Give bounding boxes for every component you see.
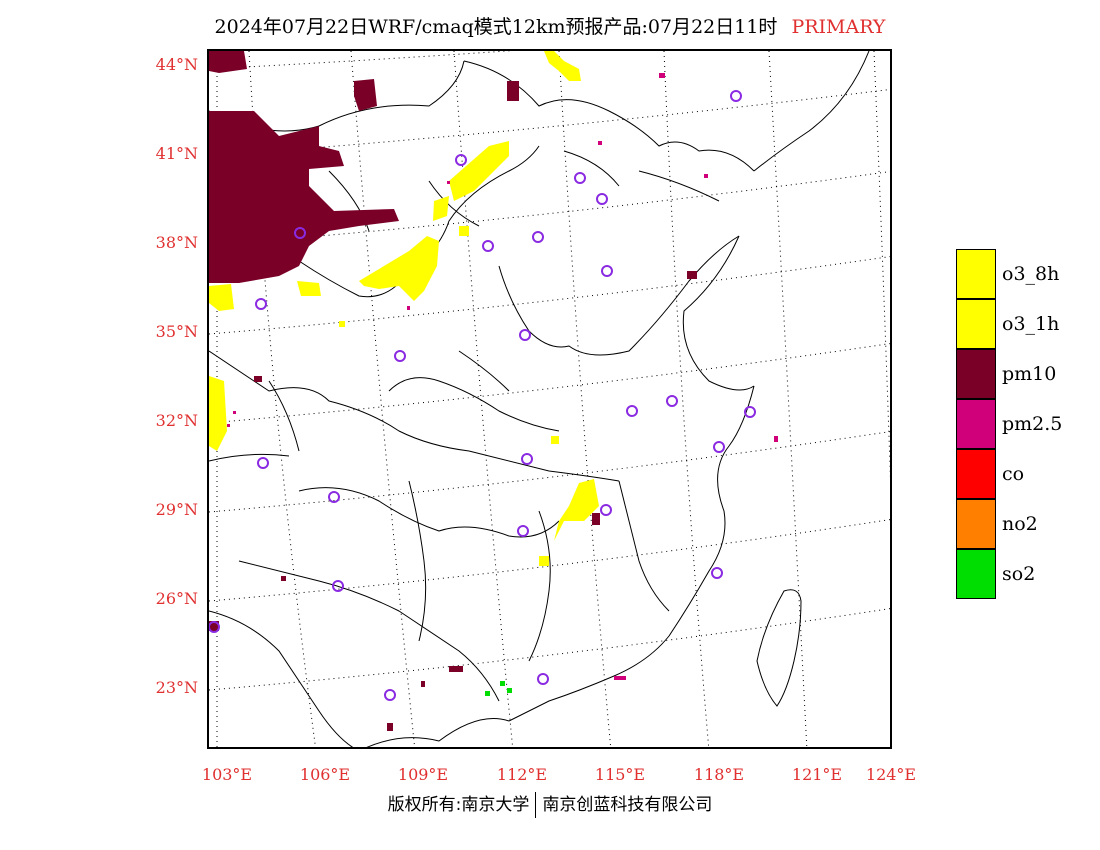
lon-label-115: 115°E <box>594 765 646 784</box>
taiwan-outline <box>756 589 802 707</box>
legend-item-so2: so2 <box>956 549 1096 599</box>
legend-swatch-o3-8h <box>956 249 996 299</box>
title-text: 2024年07月22日WRF/cmaq模式12km预报产品:07月22日11时 <box>214 16 778 38</box>
station-markers <box>209 90 756 701</box>
lon-label-121: 121°E <box>791 765 843 784</box>
legend-label-pm10: pm10 <box>1002 363 1057 385</box>
primary-tag: PRIMARY <box>791 16 886 38</box>
legend-swatch-so2 <box>956 549 996 599</box>
lon-label-109: 109°E <box>397 765 449 784</box>
map-title: 2024年07月22日WRF/cmaq模式12km预报产品:07月22日11时 P… <box>0 12 1100 39</box>
pm10-area <box>209 51 697 731</box>
lon-label-124: 124°E <box>865 765 917 784</box>
legend-label-o3-8h: o3_8h <box>1002 263 1060 285</box>
lon-label-103: 103°E <box>201 765 253 784</box>
legend-item-co: co <box>956 449 1096 499</box>
lon-label-118: 118°E <box>693 765 745 784</box>
lat-label-29: 29°N <box>155 500 198 519</box>
pm25-dots <box>227 73 778 680</box>
legend-swatch-co <box>956 449 996 499</box>
map-canvas <box>209 51 890 747</box>
lat-label-23: 23°N <box>155 678 198 697</box>
legend-item-o3-8h: o3_8h <box>956 249 1096 299</box>
footer-left: 版权所有:南京大学 <box>387 795 530 815</box>
legend-swatch-pm25 <box>956 399 996 449</box>
lon-label-106: 106°E <box>299 765 351 784</box>
legend-label-co: co <box>1002 463 1025 485</box>
legend-item-o3-1h: o3_1h <box>956 299 1096 349</box>
legend-item-no2: no2 <box>956 499 1096 549</box>
footer-right: 南京创蓝科技有限公司 <box>542 795 713 815</box>
lat-label-41: 41°N <box>155 144 198 163</box>
legend-label-pm25: pm2.5 <box>1002 413 1063 435</box>
legend-label-so2: so2 <box>1002 563 1036 585</box>
lat-label-35: 35°N <box>155 322 198 341</box>
lat-label-26: 26°N <box>155 589 198 608</box>
legend-label-no2: no2 <box>1002 513 1038 535</box>
legend-label-o3-1h: o3_1h <box>1002 313 1060 335</box>
lat-label-44: 44°N <box>155 55 198 74</box>
legend-swatch-o3-1h <box>956 299 996 349</box>
copyright-footer: 版权所有:南京大学 南京创蓝科技有限公司 <box>0 790 1100 818</box>
forecast-map[interactable] <box>207 49 892 749</box>
footer-separator <box>535 792 537 818</box>
lon-label-112: 112°E <box>496 765 548 784</box>
legend-swatch-no2 <box>956 499 996 549</box>
lat-label-38: 38°N <box>155 233 198 252</box>
legend-swatch-pm10 <box>956 349 996 399</box>
lat-label-32: 32°N <box>155 411 198 430</box>
legend-item-pm25: pm2.5 <box>956 399 1096 449</box>
so2-dots <box>485 681 512 696</box>
o3-area <box>209 51 599 566</box>
legend-item-pm10: pm10 <box>956 349 1096 399</box>
